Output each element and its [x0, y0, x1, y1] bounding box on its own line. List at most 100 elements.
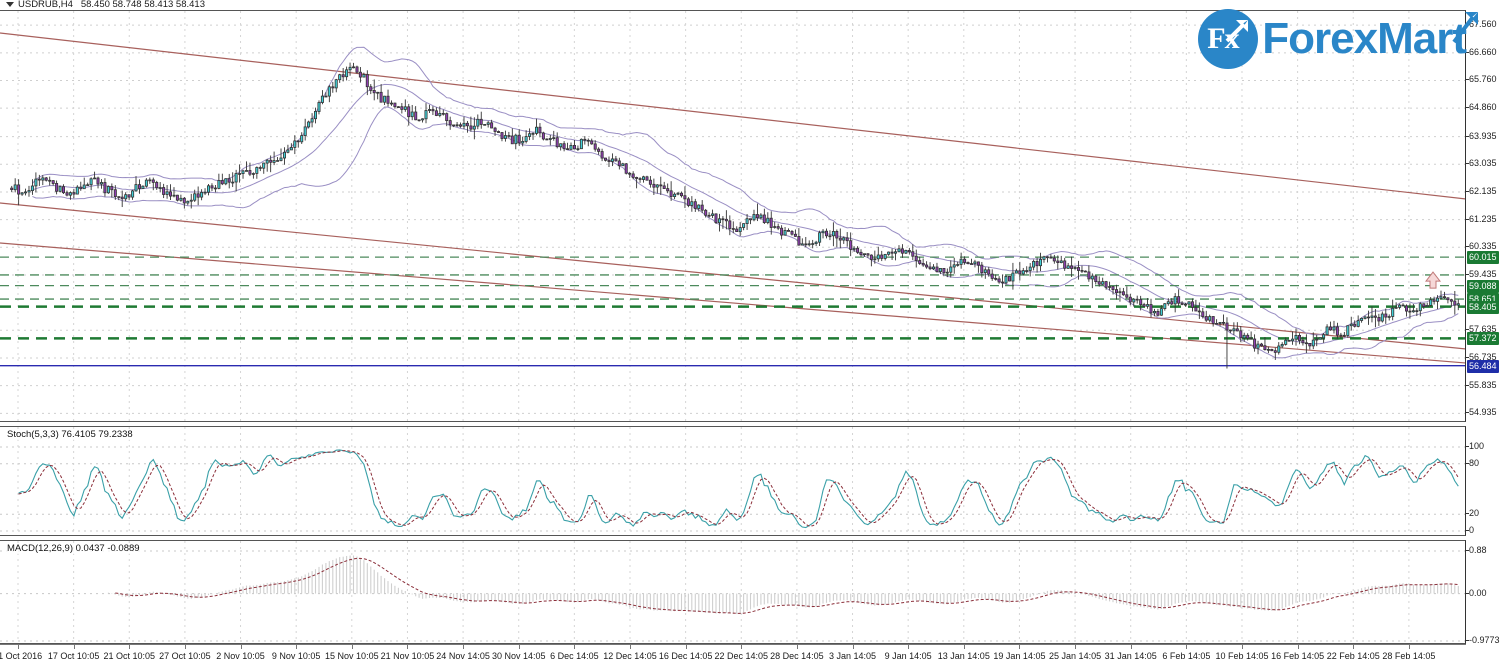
stoch-tick: 0 — [1465, 525, 1475, 535]
price-badge: 58.405 — [1467, 300, 1499, 314]
logo-growth-arrow-icon — [1452, 12, 1479, 44]
time-tick — [73, 645, 75, 649]
time-tick — [518, 645, 520, 649]
time-tick — [796, 645, 798, 649]
forexmart-logo: Fx ForexMart — [1198, 8, 1479, 70]
time-label: 31 Jan 14:05 — [1104, 651, 1157, 661]
up-arrow-icon — [1225, 20, 1249, 43]
price-tick: 57.635 — [1466, 324, 1497, 335]
time-label: 11 Oct 2016 — [0, 651, 43, 661]
stoch-tick: 20 — [1465, 508, 1480, 519]
time-tick — [407, 645, 409, 649]
price-tick: 62.135 — [1466, 185, 1497, 196]
logo-circle-mark: Fx — [1198, 9, 1259, 69]
time-tick — [1186, 645, 1188, 649]
time-label: 16 Feb 14:05 — [1271, 651, 1325, 661]
time-tick — [629, 645, 631, 649]
logo-brand-text: ForexMart — [1262, 14, 1467, 63]
time-label: 30 Nov 14:05 — [491, 651, 546, 661]
time-label: 9 Jan 14:05 — [884, 651, 932, 661]
time-tick — [574, 645, 576, 649]
time-tick — [351, 645, 353, 649]
time-tick — [129, 645, 131, 649]
price-tick: 65.760 — [1466, 74, 1497, 85]
time-label: 6 Dec 14:05 — [550, 651, 599, 661]
stochastic-axis[interactable]: 100 80 20 0 — [1465, 426, 1500, 536]
price-tick: 59.435 — [1466, 268, 1497, 279]
macd-tick: 0.00 — [1466, 587, 1487, 598]
triangle-down-icon[interactable] — [6, 2, 14, 7]
time-label: 21 Nov 10:05 — [380, 651, 435, 661]
macd-panel[interactable]: MACD(12,26,9) 0.0437 -0.0889 — [0, 540, 1466, 644]
time-label: 9 Nov 10:05 — [271, 651, 321, 661]
time-label: 25 Jan 14:05 — [1049, 651, 1102, 661]
time-label: 22 Dec 14:05 — [714, 651, 769, 661]
time-tick — [18, 645, 19, 649]
price-plot-area[interactable] — [0, 11, 1465, 421]
time-tick — [1297, 645, 1299, 649]
time-tick — [463, 645, 465, 649]
price-tick: 66.660 — [1466, 46, 1497, 57]
price-panel[interactable] — [0, 10, 1466, 422]
macd-tick: -0.9773 — [1466, 635, 1500, 645]
macd-tick: 0.88 — [1466, 545, 1487, 555]
time-tick — [963, 645, 965, 649]
time-label: 15 Nov 10:05 — [325, 651, 379, 661]
time-tick — [1130, 645, 1132, 649]
quote-values: 58.450 58.748 58.413 58.413 — [80, 0, 205, 10]
time-tick — [1241, 645, 1243, 649]
price-tick: 64.860 — [1466, 102, 1497, 113]
time-label: 21 Oct 10:05 — [103, 651, 156, 661]
time-tick — [296, 645, 298, 649]
chart-header: USDRUB,H4 58.450 58.748 58.413 58.413 — [0, 0, 1466, 10]
stochastic-plot-area[interactable] — [0, 427, 1465, 535]
time-label: 16 Dec 14:05 — [658, 651, 713, 661]
time-tick — [1019, 645, 1021, 649]
time-label: 17 Oct 10:05 — [47, 651, 100, 661]
macd-axis[interactable]: 0.88 0.00 -0.9773 — [1466, 540, 1500, 645]
price-tick: 56.735 — [1466, 351, 1497, 362]
stoch-tick: 80 — [1465, 457, 1480, 468]
price-tick: 54.935 — [1466, 407, 1497, 418]
time-label: 12 Dec 14:05 — [603, 651, 657, 661]
price-badge: 59.088 — [1467, 279, 1499, 293]
time-tick — [1353, 645, 1355, 649]
price-badge: 60.015 — [1467, 251, 1499, 265]
price-tick: 63.935 — [1466, 130, 1497, 141]
logo-fx-text: Fx — [1207, 22, 1239, 55]
time-tick — [1408, 645, 1410, 649]
stochastic-panel[interactable]: Stoch(5,3,3) 76.4105 79.2338 — [0, 426, 1466, 536]
time-tick — [685, 645, 687, 649]
time-label: 28 Dec 14:05 — [770, 651, 824, 661]
time-label: 3 Jan 14:05 — [829, 651, 877, 661]
symbol-text: USDRUB,H4 — [18, 0, 73, 10]
time-label: 13 Jan 14:05 — [937, 651, 990, 661]
time-label: 10 Feb 14:05 — [1215, 651, 1269, 661]
price-tick: 63.035 — [1466, 158, 1497, 169]
macd-caption: MACD(12,26,9) 0.0437 -0.0889 — [5, 543, 142, 554]
price-tick: 60.335 — [1466, 241, 1497, 252]
stoch-tick: 100 — [1465, 441, 1485, 451]
time-tick — [852, 645, 854, 649]
time-label: 6 Feb 14:05 — [1162, 651, 1211, 661]
price-axis[interactable]: 67.560 66.660 65.760 64.860 63.935 63.035 62.1… — [1466, 10, 1500, 422]
macd-plot-area[interactable] — [0, 541, 1465, 643]
stochastic-caption: Stoch(5,3,3) 76.4105 79.2338 — [5, 429, 135, 440]
time-label: 24 Nov 14:05 — [436, 651, 490, 661]
time-label: 27 Oct 10:05 — [159, 651, 211, 661]
price-tick: 55.835 — [1466, 379, 1497, 390]
time-tick — [1075, 645, 1077, 649]
time-tick — [184, 645, 186, 649]
symbol-quote-label: USDRUB,H4 58.450 58.748 58.413 58.413 — [18, 0, 205, 10]
time-label: 28 Feb 14:05 — [1382, 651, 1436, 661]
time-label: 19 Jan 14:05 — [993, 651, 1046, 661]
price-tick: 61.235 — [1466, 213, 1497, 224]
time-label: 22 Feb 14:05 — [1326, 651, 1380, 661]
time-label: 2 Nov 10:05 — [216, 651, 265, 661]
price-badge: 57.372 — [1467, 332, 1499, 346]
time-tick — [908, 645, 910, 649]
time-tick — [240, 645, 242, 649]
price-badge: 56.484 — [1467, 359, 1499, 373]
